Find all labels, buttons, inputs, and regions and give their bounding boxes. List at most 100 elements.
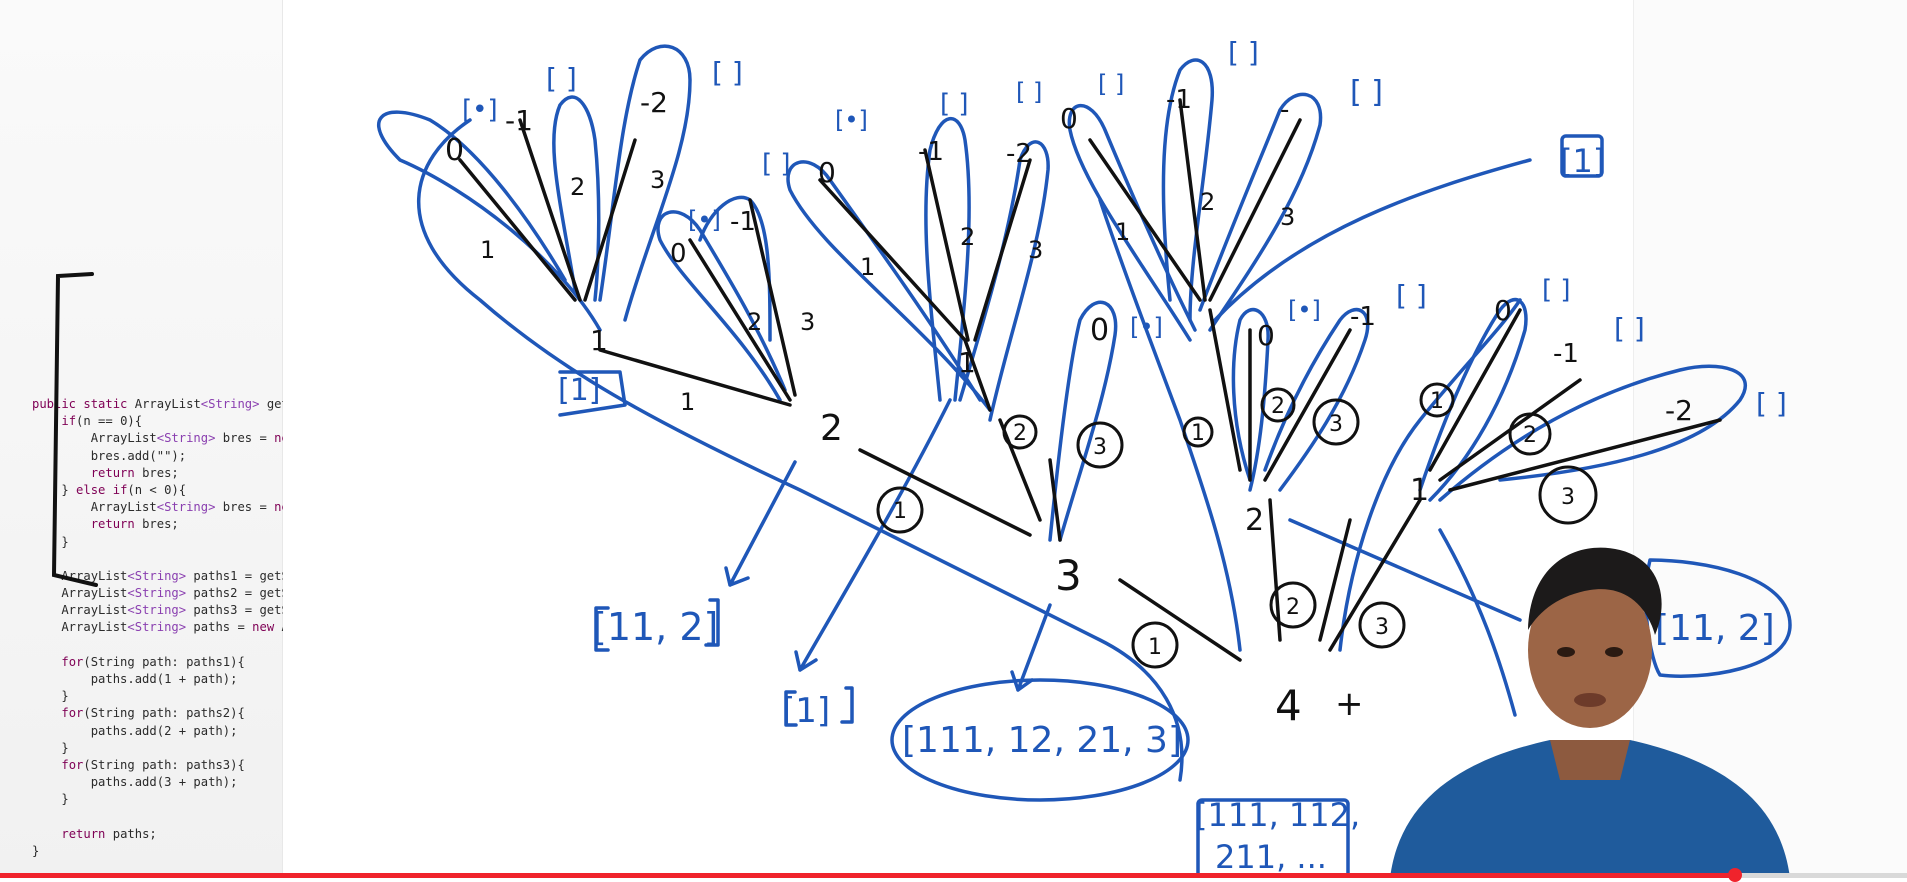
result-list: [ ] (1614, 312, 1645, 345)
code-line: } (32, 792, 69, 807)
svg-text:3: 3 (1329, 412, 1343, 437)
edge-label: 3 (650, 166, 665, 194)
blue-result-lists: [•] [ ] [ ] [•] [ ] [•] [ ] [ ] [ ] [ ] … (462, 36, 1787, 876)
node-label: 4 (1275, 681, 1302, 730)
result-list: [•] (462, 95, 498, 125)
node-label: -1 (1166, 85, 1192, 115)
blue-arrow (1010, 603, 1052, 692)
node-label: 2 (1245, 503, 1264, 538)
result-list: [ ] (762, 149, 791, 179)
svg-text:3: 3 (1561, 485, 1575, 510)
blue-arrow (724, 460, 797, 587)
presenter-face (1528, 572, 1652, 728)
edge-label: 1 (680, 388, 695, 416)
node-label: - (1280, 95, 1289, 125)
blue-lobe (416, 118, 1184, 782)
code-editor-pane: public static ArrayList<String> getStair… (0, 0, 428, 878)
node-label: -2 (1006, 139, 1032, 169)
result-list: [1] (1560, 142, 1605, 180)
code-line: bres.add(""); (32, 448, 187, 463)
presenter-shirt (1390, 740, 1790, 878)
blue-lobe (656, 210, 787, 402)
blue-lobe (1263, 307, 1370, 492)
node-label: 0 (818, 156, 836, 189)
result-box (1560, 134, 1604, 178)
result-list: [111, 12, 21, 3] (902, 720, 1182, 761)
svg-text:2: 2 (1013, 421, 1027, 446)
tree-node-labels: 0 -1 -2 0 -1 0 -1 -2 0 -1 - 1 1 2 0 3 0 … (445, 85, 1693, 730)
blue-lobe (1198, 92, 1323, 332)
svg-text:3: 3 (1375, 615, 1389, 640)
edge-label: 1 (1115, 218, 1130, 246)
result-list: [ ] (712, 56, 743, 89)
blue-lobe (786, 160, 992, 412)
svg-text:2: 2 (1271, 394, 1285, 419)
edge-label: 2 (570, 173, 585, 201)
result-list: [ ] (1756, 387, 1787, 420)
presenter-hair (1528, 547, 1662, 635)
code-line: for(String path: paths3){ (61, 757, 245, 772)
code-line: } (32, 689, 69, 704)
result-list: [ ] (1016, 78, 1042, 106)
result-list: [ ] (546, 62, 577, 95)
video-progress-knob[interactable] (1728, 868, 1743, 882)
result-box (558, 370, 627, 417)
result-box (784, 686, 854, 727)
result-list: [ ] (1542, 275, 1571, 305)
blue-line (1438, 528, 1517, 717)
code-line: if(n == 0){ (61, 414, 143, 429)
code-line: return bres; (90, 517, 179, 532)
result-list: [•] (1130, 313, 1163, 341)
circled-edge-labels (876, 382, 1598, 669)
node-label: 0 (1090, 313, 1109, 348)
result-list: [•] (1288, 296, 1321, 324)
result-list: [11, 2] (592, 605, 718, 649)
svg-text:1: 1 (1148, 635, 1162, 660)
svg-text:1: 1 (893, 499, 907, 524)
code-line: } (32, 843, 40, 858)
result-list: [ ] (1098, 70, 1124, 98)
node-label: 1 (958, 346, 976, 379)
result-list: [111, 112, (1195, 796, 1360, 834)
node-label: -1 (505, 104, 533, 137)
result-ellipse (890, 678, 1190, 802)
result-list: [ ] (940, 89, 969, 119)
node-label: -1 (1350, 302, 1376, 332)
node-label: 2 (820, 408, 843, 449)
node-label: 0 (1060, 102, 1078, 135)
blue-lobe (552, 95, 601, 302)
edge-label: 1 (860, 253, 875, 281)
edge-label: 2 (747, 308, 762, 336)
code-line: for(String path: paths2){ (61, 706, 245, 721)
blue-lobe (598, 44, 692, 322)
edge-label: 1 (480, 236, 495, 264)
result-box (1196, 798, 1350, 878)
node-label: 0 (1257, 319, 1275, 352)
result-list: [ ] (1396, 279, 1427, 312)
black-tree-edges (458, 98, 1722, 662)
svg-text:1: 1 (1191, 421, 1205, 446)
blue-ink-annotations (377, 44, 1792, 878)
presenter-webcam (1390, 547, 1790, 878)
node-label: -2 (1665, 394, 1693, 427)
svg-text:3: 3 (1093, 435, 1107, 460)
circled-edge-digits: 2 3 1 1 1 2 3 2 3 1 2 3 (893, 389, 1575, 660)
edge-label: 3 (1028, 236, 1043, 264)
blue-lobe (1231, 307, 1270, 492)
blue-lobe (924, 117, 971, 402)
code-line: paths.add(2 + path); (32, 723, 238, 738)
node-label: 0 (670, 239, 687, 269)
code-line: } (32, 534, 69, 549)
code-line: } (32, 740, 69, 755)
code-line: for(String path: paths1){ (61, 654, 245, 669)
edge-weight-labels: 1 2 3 1 2 3 1 2 3 1 2 3 (480, 166, 1295, 416)
result-list: 211, ... (1215, 838, 1327, 876)
video-progress-fill (0, 873, 1736, 878)
bracket-annotation (51, 272, 98, 587)
node-label: 0 (1494, 294, 1512, 327)
code-line: return bres; (90, 465, 179, 480)
edge-label: 3 (800, 308, 815, 336)
video-progress-bar[interactable] (0, 868, 1907, 882)
result-list: [•] (835, 106, 868, 134)
